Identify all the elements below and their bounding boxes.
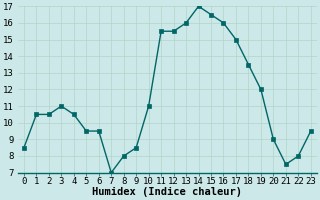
X-axis label: Humidex (Indice chaleur): Humidex (Indice chaleur) [92, 187, 242, 197]
